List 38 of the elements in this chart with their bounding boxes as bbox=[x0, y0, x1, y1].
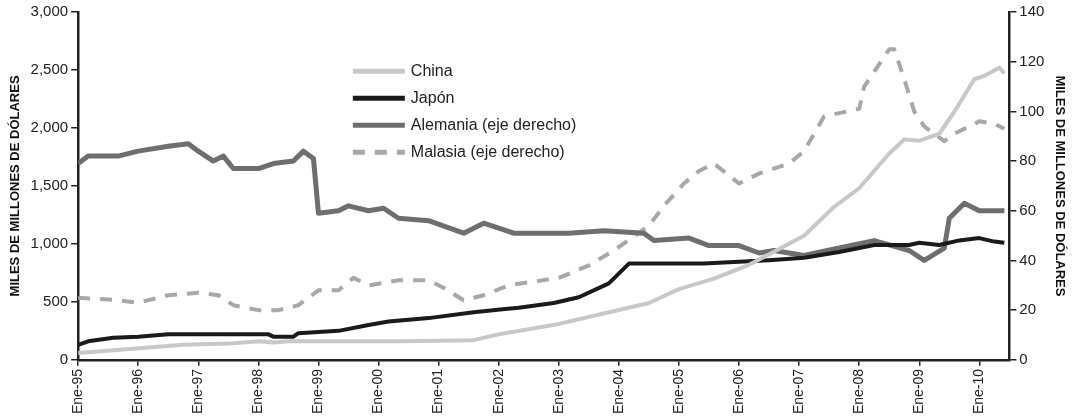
x-tick-label: Ene-99 bbox=[309, 368, 326, 415]
x-tick-label: Ene-96 bbox=[129, 368, 146, 415]
x-tick-label: Ene-00 bbox=[369, 368, 386, 415]
y2-tick-label: 100 bbox=[1019, 101, 1045, 119]
y-tick-label: 2,500 bbox=[30, 60, 69, 78]
y2-tick-label: 120 bbox=[1019, 51, 1045, 69]
y2-tick-label: 0 bbox=[1019, 350, 1028, 367]
x-tick-label: Ene-97 bbox=[189, 368, 206, 415]
x-tick-label: Ene-05 bbox=[669, 368, 686, 415]
x-tick-label: Ene-98 bbox=[249, 368, 266, 415]
y-tick-label: 500 bbox=[43, 292, 69, 310]
x-tick-label: Ene-07 bbox=[789, 368, 806, 415]
y-tick-label: 1,000 bbox=[30, 234, 69, 252]
legend-label: China bbox=[410, 61, 453, 79]
x-tick-label: Ene-10 bbox=[970, 368, 987, 415]
y2-tick-label: 40 bbox=[1019, 250, 1037, 268]
y2-tick-label: 20 bbox=[1019, 300, 1037, 318]
x-tick-label: Ene-06 bbox=[729, 368, 746, 415]
x-tick-label: Ene-02 bbox=[489, 368, 506, 415]
y-tick-label: 3,000 bbox=[30, 2, 69, 20]
x-tick-label: Ene-03 bbox=[549, 368, 566, 415]
y-axis-title: MILES DE MILLONES DE DÓLARES bbox=[7, 75, 23, 297]
x-tick-label: Ene-01 bbox=[429, 368, 446, 415]
y2-tick-label: 80 bbox=[1019, 151, 1037, 169]
line-series bbox=[78, 47, 1007, 313]
x-tick-label: Ene-08 bbox=[850, 368, 867, 415]
y2-tick-label: 140 bbox=[1019, 2, 1045, 20]
x-tick-label: Ene-95 bbox=[69, 368, 85, 415]
y2-tick-label: 60 bbox=[1019, 200, 1037, 218]
legend-label: Alemania (eje derecho) bbox=[410, 115, 577, 133]
legend-label: Malasia (eje derecho) bbox=[410, 142, 565, 160]
legend-label: Japón bbox=[410, 88, 455, 106]
y2-axis-title: MILES DE MILLONES DE DÓLARES bbox=[1052, 75, 1068, 297]
y-tick-label: 2,000 bbox=[30, 118, 69, 136]
x-tick-label: Ene-04 bbox=[609, 368, 626, 415]
x-tick-label: Ene-09 bbox=[910, 368, 927, 415]
y-tick-label: 1,500 bbox=[30, 176, 69, 194]
y-tick-label: 0 bbox=[59, 350, 69, 367]
